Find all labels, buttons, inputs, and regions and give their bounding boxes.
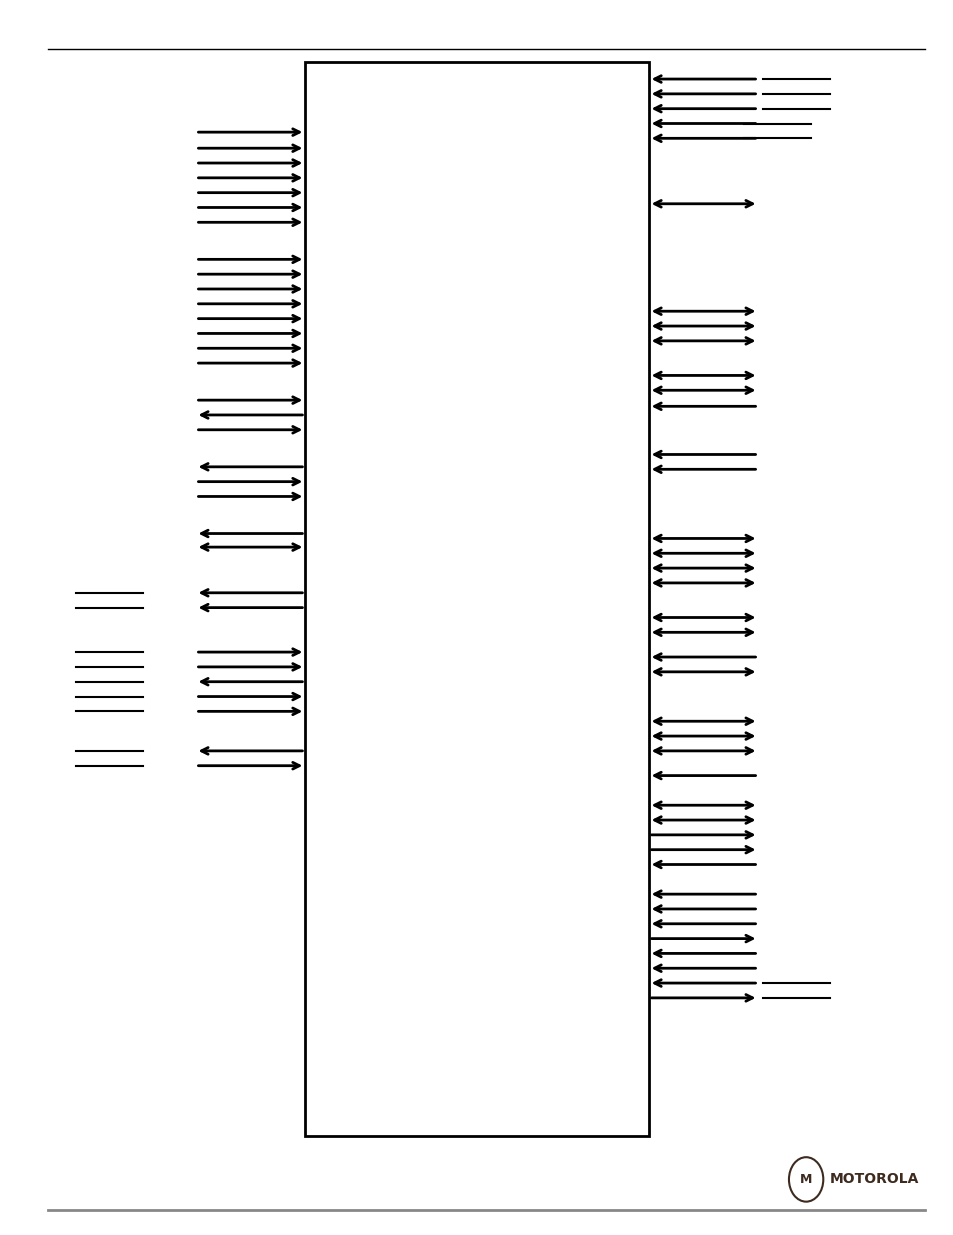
Bar: [305, 62, 648, 1136]
Text: MOTOROLA: MOTOROLA: [829, 1172, 919, 1187]
Text: M: M: [800, 1173, 811, 1186]
